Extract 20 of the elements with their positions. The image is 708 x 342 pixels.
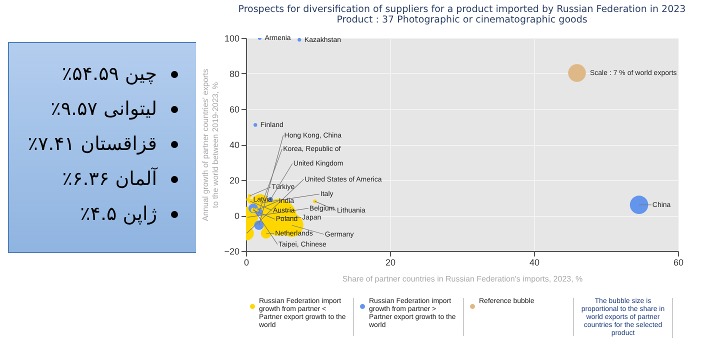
y-tick-label: 0 [234,211,240,221]
y-tick-label: 100 [224,34,240,44]
y-tick-label: −20 [224,246,240,256]
x-tick-label: 0 [244,258,250,268]
y-axis-title: Annual growth of partner countries' exports to the world between 2019-2023, % [201,68,220,222]
chart-title: Prospects for diversification of suppliers for a product imported by Russian Federation in 2023 [238,4,686,15]
text: ژاپن ۴.۵٪ [80,203,157,225]
text: چین ۵۴.۵۹٪ [62,63,157,85]
text: آلمان ۶.۳۶٪ [62,168,157,190]
x-tick-label: 40 [529,258,540,268]
y-tick-label: 20 [229,176,240,186]
x-tick-label: 60 [673,258,684,268]
y-tick-label: 40 [229,140,240,150]
text: قزاقستان ۷.۴۱٪ [28,133,157,155]
text: لیتوانی ۹.۵۷٪ [50,98,157,120]
y-tick-label: 60 [229,104,240,114]
y-tick-label: 80 [229,69,240,79]
x-tick-label: 20 [385,258,396,268]
x-axis-title: Share of partner countries in Russian Federation's imports, 2023, % [342,274,583,284]
chart-subtitle: Product : 37 Photographic or cinematographic goods [336,14,588,26]
